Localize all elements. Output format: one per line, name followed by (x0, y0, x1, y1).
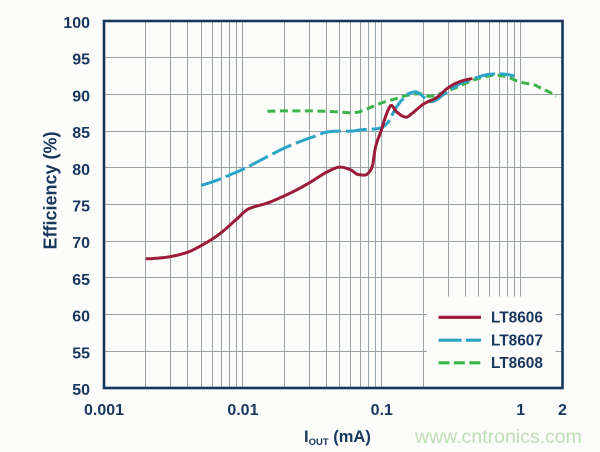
svg-text:65: 65 (72, 272, 90, 289)
svg-text:0.1: 0.1 (371, 402, 393, 419)
svg-text:90: 90 (72, 88, 90, 105)
svg-text:Efficiency (%): Efficiency (%) (41, 131, 61, 249)
svg-text:60: 60 (72, 309, 90, 326)
svg-text:0.01: 0.01 (227, 402, 258, 419)
svg-text:80: 80 (72, 162, 90, 179)
svg-text:LT8608: LT8608 (491, 355, 543, 372)
svg-text:100: 100 (63, 15, 90, 32)
svg-text:1: 1 (516, 402, 525, 419)
svg-text:2: 2 (558, 402, 567, 419)
svg-text:50: 50 (72, 382, 90, 399)
svg-text:LT8607: LT8607 (491, 332, 543, 349)
svg-text:70: 70 (72, 235, 90, 252)
svg-text:95: 95 (72, 52, 90, 69)
svg-text:85: 85 (72, 125, 90, 142)
svg-text:LT8606: LT8606 (491, 310, 543, 327)
svg-text:55: 55 (72, 345, 90, 362)
svg-text:75: 75 (72, 199, 90, 216)
svg-text:www.cntronics.com: www.cntronics.com (414, 426, 582, 448)
svg-text:0.001: 0.001 (84, 402, 124, 419)
